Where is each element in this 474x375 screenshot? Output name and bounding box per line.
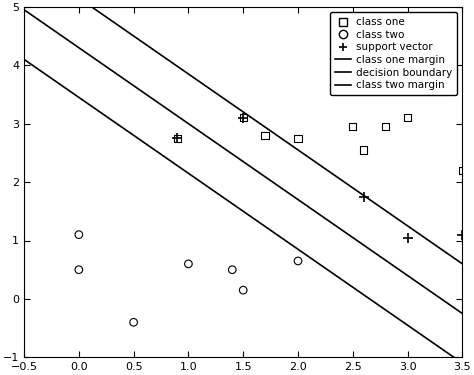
Point: [349, 123, 356, 129]
Point: [404, 115, 411, 121]
Point: [239, 115, 247, 121]
Point: [459, 232, 466, 238]
Point: [75, 232, 82, 238]
Point: [459, 167, 466, 173]
Point: [382, 123, 390, 129]
Legend: class one, class two, support vector, class one margin, decision boundary, class: class one, class two, support vector, cl…: [330, 12, 457, 95]
Point: [360, 194, 367, 200]
Point: [75, 267, 82, 273]
Point: [360, 147, 367, 153]
Point: [239, 115, 247, 121]
Point: [294, 135, 302, 141]
Point: [173, 135, 181, 141]
Point: [130, 319, 137, 325]
Point: [239, 287, 247, 293]
Point: [404, 235, 411, 241]
Point: [294, 258, 302, 264]
Point: [173, 135, 181, 141]
Point: [184, 261, 192, 267]
Point: [261, 132, 269, 138]
Point: [228, 267, 236, 273]
